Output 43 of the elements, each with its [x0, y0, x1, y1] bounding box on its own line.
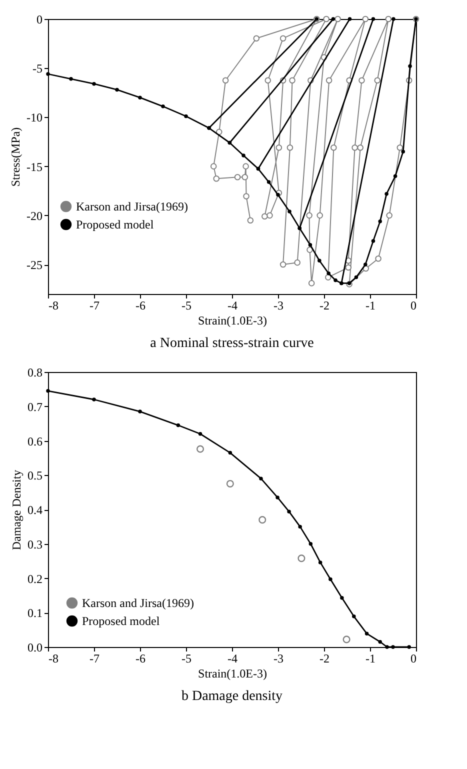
- y-tick-label: 0.4: [28, 503, 42, 517]
- x-tick-label: -2: [320, 298, 330, 312]
- x-tick-label: 0: [410, 298, 416, 312]
- text: b Damage density: [181, 689, 283, 704]
- x-tick-label: -5: [182, 652, 192, 666]
- x-axis-title: Strain(1.0E-3): [198, 666, 267, 680]
- y-tick-label: -10: [26, 110, 42, 125]
- y-tick-label: -5: [32, 62, 42, 76]
- legend-label: Karson and Jirsa(1969): [82, 596, 194, 610]
- y-tick-label: 0.0: [28, 640, 42, 654]
- y-tick-label: -25: [26, 258, 42, 272]
- x-tick-label: -3: [274, 652, 284, 666]
- x-tick-label: -3: [274, 298, 284, 312]
- y-tick-label: 0.3: [28, 537, 42, 552]
- y-tick-label: 0.6: [28, 434, 42, 448]
- x-tick-label: -1: [366, 652, 376, 666]
- x-axis-title: Strain(1.0E-3): [198, 314, 267, 328]
- x-tick-label: -5: [182, 298, 192, 312]
- y-tick-label: -15: [26, 160, 42, 174]
- x-tick-label: -2: [320, 652, 330, 666]
- x-tick-label: -4: [228, 298, 238, 312]
- x-tick-label: 0: [410, 652, 416, 666]
- x-tick-label: -7: [90, 298, 100, 312]
- y-tick-label: 0.1: [28, 606, 42, 620]
- legend-label: Proposed model: [82, 614, 160, 628]
- x-tick-label: -8: [48, 298, 58, 312]
- x-tick-label: -6: [136, 298, 146, 312]
- legend-label: Proposed model: [76, 218, 154, 232]
- legend-label: Karson and Jirsa(1969): [76, 200, 188, 214]
- y-axis-title: Damage Density: [10, 470, 24, 550]
- x-tick-label: -8: [48, 652, 58, 666]
- y-tick-label: -20: [26, 208, 42, 223]
- x-tick-label: -6: [136, 652, 146, 666]
- y-tick-label: 0.2: [28, 572, 42, 586]
- x-tick-label: -1: [366, 298, 376, 312]
- y-axis-title: Stress(MPa): [8, 127, 23, 187]
- y-tick-label: 0.5: [28, 468, 42, 483]
- y-tick-label: 0.7: [28, 400, 42, 414]
- x-tick-label: -4: [228, 652, 238, 666]
- text: a Nominal stress-strain curve: [150, 336, 314, 351]
- y-tick-label: 0.8: [28, 366, 42, 380]
- y-tick-label: 0: [36, 12, 42, 26]
- x-tick-label: -7: [90, 652, 100, 666]
